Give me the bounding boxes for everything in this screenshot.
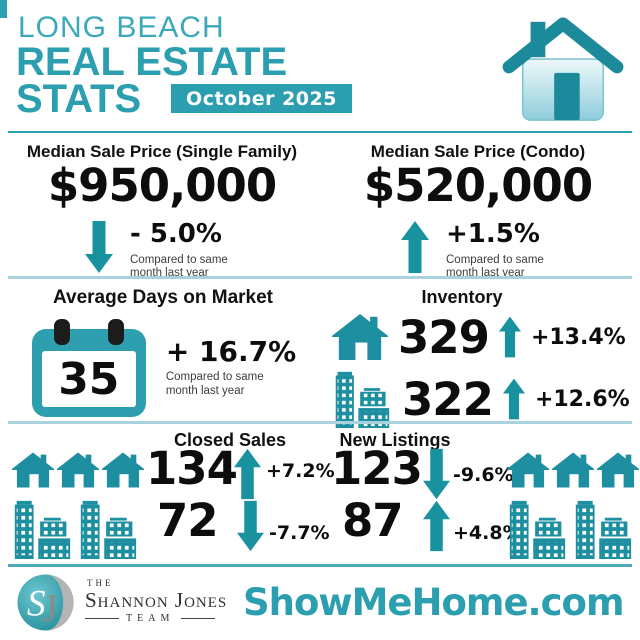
rule-right — [181, 618, 216, 620]
inventory-single-family-change: +13.4% — [530, 324, 626, 350]
buildings-icon — [575, 500, 632, 559]
single-family-price-value: $950,000 — [47, 159, 277, 212]
house-icon — [57, 452, 99, 488]
house-icon — [597, 452, 639, 488]
header-title-line2: STATS — [16, 77, 142, 121]
arrow-down-icon — [423, 448, 450, 500]
houses-icon-group — [12, 452, 144, 488]
sj-monogram-logo: S J — [17, 574, 74, 631]
closed-sales-title: Closed Sales — [173, 430, 287, 450]
brand-block: THE Shannon Jones TEAM — [85, 578, 227, 624]
house-icon — [502, 17, 624, 121]
condo-price-section: Median Sale Price (Condo) $520,000 +1.5%… — [318, 142, 638, 281]
calendar-icon: 35 — [30, 317, 148, 419]
inventory-title: Inventory — [421, 287, 503, 307]
house-icon — [12, 452, 54, 488]
monogram-s: S — [27, 583, 46, 624]
arrow-down-icon — [85, 221, 113, 274]
website-link[interactable]: ShowMeHome.com — [243, 581, 624, 624]
buildings-icon-group — [507, 498, 633, 560]
header-title-line1: REAL ESTATE — [16, 40, 288, 84]
days-on-market-section: Average Days on Market 35 + 16.7% Compar… — [0, 287, 326, 419]
inventory-single-family-value: 329 — [398, 310, 490, 364]
buildings-icon — [509, 500, 566, 559]
house-icon — [332, 314, 388, 360]
days-on-market-change: + 16.7% — [165, 335, 297, 368]
divider — [8, 564, 632, 567]
arrow-up-icon — [423, 500, 450, 552]
closed-sales-condo-change: -7.7% — [269, 522, 330, 544]
new-listings-condo-value: 87 — [342, 494, 404, 547]
single-family-price-change: - 5.0% — [130, 219, 222, 250]
days-on-market-value: 35 — [58, 353, 120, 405]
house-icon — [102, 452, 144, 488]
inventory-condo-change: +12.6% — [534, 386, 630, 412]
arrow-up-icon — [234, 448, 261, 500]
arrow-up-icon — [502, 378, 525, 420]
single-family-price-section: Median Sale Price (Single Family) $950,0… — [2, 142, 322, 281]
arrow-down-icon — [237, 500, 264, 552]
brand-prefix: THE — [87, 578, 114, 588]
brand-name: Shannon Jones — [85, 588, 228, 612]
new-listings-condo-change: +4.8% — [453, 522, 522, 544]
divider — [8, 276, 632, 279]
corner-accent — [0, 0, 7, 18]
buildings-icon-group — [12, 498, 138, 560]
buildings-icon — [14, 500, 71, 559]
arrow-up-icon — [498, 316, 521, 358]
header-city: LONG BEACH — [18, 11, 225, 44]
month-badge: October 2025 — [171, 84, 352, 113]
comparison-note: Compared to same month last year — [165, 371, 264, 398]
condo-price-value: $520,000 — [363, 159, 593, 212]
inventory-section: Inventory 329 +13.4% 322 +12.6% — [332, 287, 632, 428]
closed-sales-single-family-value: 134 — [146, 442, 238, 495]
arrow-up-icon — [401, 221, 429, 274]
closed-sales-single-family-change: +7.2% — [266, 460, 335, 482]
rule-left — [85, 618, 119, 620]
divider — [8, 421, 632, 424]
monogram-j: J — [43, 586, 58, 630]
house-icon — [507, 452, 549, 488]
inventory-condo-value: 322 — [402, 372, 494, 426]
house-icon — [552, 452, 594, 488]
buildings-icon — [335, 371, 390, 428]
closed-sales-condo-value: 72 — [157, 494, 219, 547]
single-family-price-title: Median Sale Price (Single Family) — [26, 142, 298, 161]
new-listings-single-family-change: -9.6% — [453, 464, 514, 486]
buildings-icon — [80, 500, 137, 559]
new-listings-single-family-value: 123 — [331, 442, 423, 495]
new-listings-title: New Listings — [339, 430, 451, 450]
condo-price-change: +1.5% — [446, 219, 540, 250]
days-on-market-title: Average Days on Market — [52, 287, 273, 308]
houses-icon-group — [507, 452, 639, 488]
brand-suffix: TEAM — [126, 613, 175, 625]
condo-price-title: Median Sale Price (Condo) — [370, 142, 586, 161]
divider — [8, 131, 632, 133]
